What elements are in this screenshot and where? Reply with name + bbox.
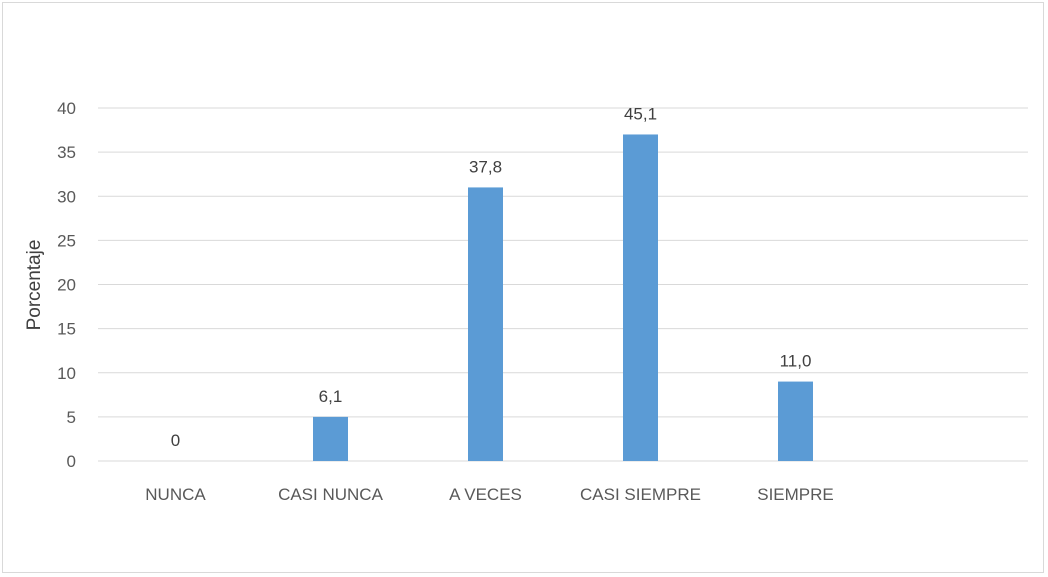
bars xyxy=(313,134,813,462)
y-axis-title: Porcentaje xyxy=(24,240,45,331)
data-labels: 0 6,1 37,8 45,1 11,0 xyxy=(171,104,812,450)
y-tick-label: 35 xyxy=(57,143,76,162)
gridlines xyxy=(98,107,1028,462)
y-tick-label: 15 xyxy=(57,320,76,339)
y-tick-label: 0 xyxy=(67,452,76,471)
data-label: 6,1 xyxy=(319,387,343,406)
y-tick-label: 40 xyxy=(57,99,76,118)
x-tick-label: NUNCA xyxy=(145,485,206,504)
y-tick-label: 10 xyxy=(57,364,76,383)
data-label: 45,1 xyxy=(624,104,657,123)
x-tick-label: SIEMPRE xyxy=(757,485,834,504)
bar xyxy=(468,187,503,462)
bar xyxy=(313,416,348,461)
y-tick-label: 25 xyxy=(57,231,76,250)
y-axis-ticks: 0 5 10 15 20 25 30 35 40 xyxy=(57,99,76,471)
data-label: 37,8 xyxy=(469,157,502,176)
x-axis-ticks: NUNCA CASI NUNCA A VECES CASI SIEMPRE SIEMPR… xyxy=(145,485,833,504)
y-tick-label: 30 xyxy=(57,187,76,206)
y-tick-label: 20 xyxy=(57,276,76,295)
data-label: 11,0 xyxy=(780,352,812,371)
y-tick-label: 5 xyxy=(67,408,76,427)
bar xyxy=(623,134,658,461)
bar xyxy=(778,381,813,461)
data-label: 0 xyxy=(171,431,180,450)
x-tick-label: CASI SIEMPRE xyxy=(580,485,701,504)
x-tick-label: A VECES xyxy=(449,485,522,504)
x-tick-label: CASI NUNCA xyxy=(278,485,384,504)
